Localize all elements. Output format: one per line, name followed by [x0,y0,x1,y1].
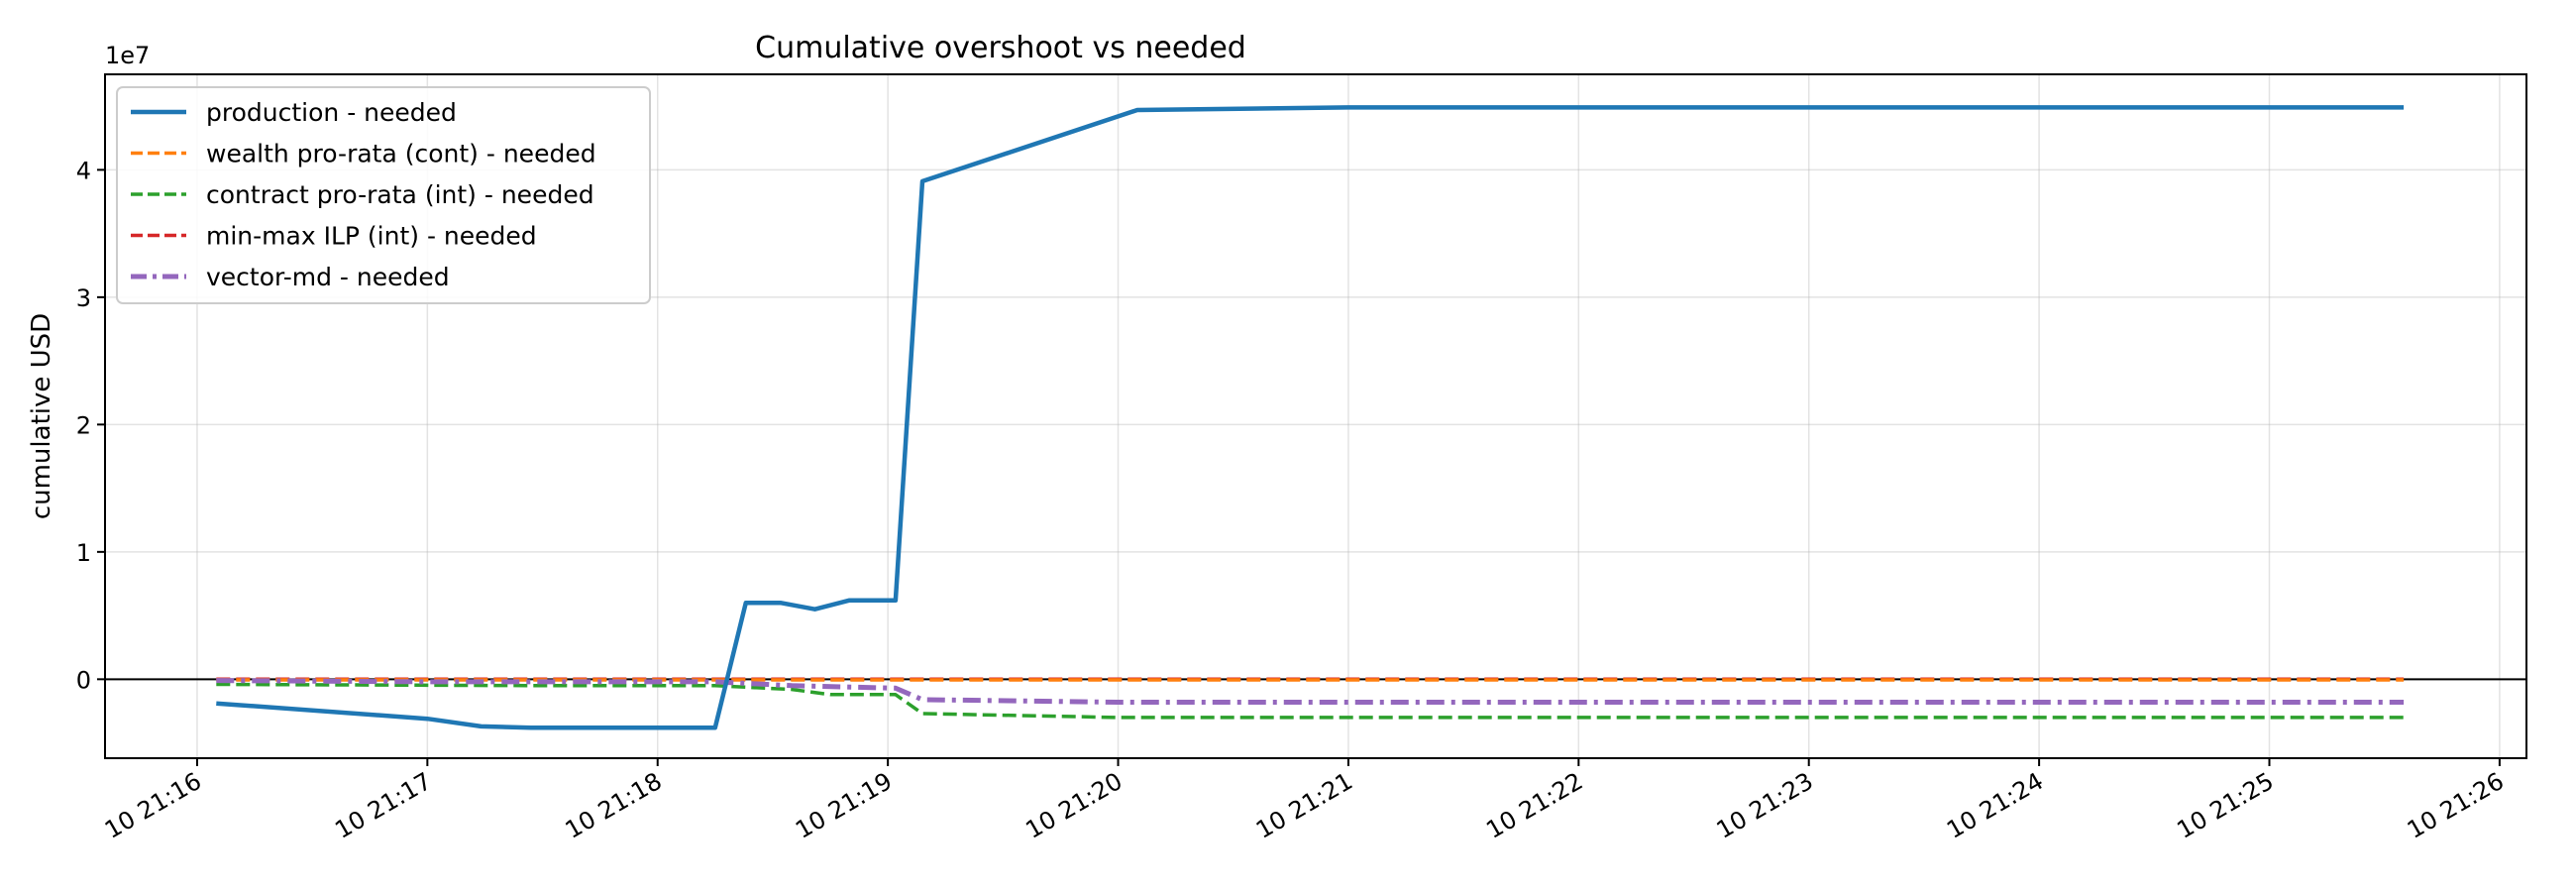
series-line-0 [216,105,2405,730]
series-lines [216,105,2405,730]
y-tick-label: 1 [76,539,91,567]
legend-label-1: wealth pro-rata (cont) - needed [206,140,596,168]
legend: production - needed wealth pro-rata (cont… [116,86,651,304]
y-tick-label: 2 [76,411,91,439]
series-line-4 [216,678,2405,705]
legend-box [116,86,651,304]
y-tick-label: 3 [76,284,91,312]
legend-label-0: production - needed [206,98,457,127]
y-tick-label: 4 [76,157,91,184]
legend-label-3: min-max ILP (int) - needed [206,222,537,251]
legend-label-4: vector-md - needed [206,263,450,291]
series-line-2 [216,682,2405,720]
y-axis-ticks: 0 1 2 3 4 [76,157,105,694]
y-axis-label: cumulative USD [27,313,56,519]
legend-label-2: contract pro-rata (int) - needed [206,180,594,209]
plot-area-frame [104,73,2527,759]
y-tick-label: 0 [76,666,91,694]
y-offset-label: 1e7 [105,42,150,69]
gridlines [105,74,2526,758]
chart-title: Cumulative overshoot vs needed [755,31,1246,65]
